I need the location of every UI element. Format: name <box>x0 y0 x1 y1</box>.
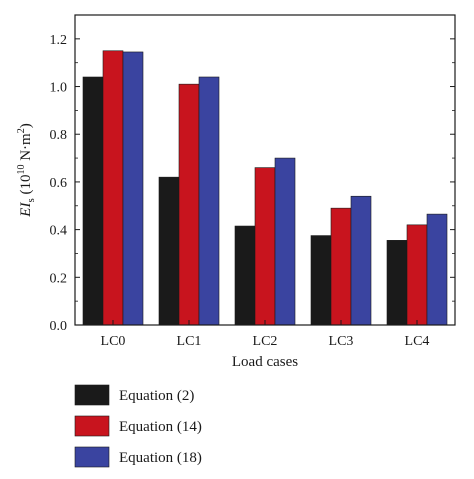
bar-lc2-series-2 <box>274 157 296 326</box>
legend-swatch-2 <box>74 446 110 468</box>
bar-lc1-series-1 <box>178 83 200 326</box>
y-tick-label: 0.6 <box>50 176 68 191</box>
y-tick-label: 0.0 <box>50 319 68 334</box>
legend-label-1: Equation (14) <box>119 419 202 435</box>
y-tick-label: 0.4 <box>50 224 68 239</box>
bar-lc3-series-2 <box>350 195 372 326</box>
x-tick-label: LC2 <box>253 334 278 349</box>
bar-lc0-series-2 <box>122 51 144 326</box>
y-label-unit-exp2: 2 <box>16 128 27 133</box>
bar-lc3-series-1 <box>330 207 352 326</box>
x-tick-label: LC0 <box>101 334 126 349</box>
x-tick-label: LC1 <box>177 334 202 349</box>
bar-lc2-series-0 <box>234 225 256 326</box>
y-tick-label: 0.8 <box>50 128 68 143</box>
bar-lc1-series-2 <box>198 76 220 326</box>
bar-lc2-series-1 <box>254 167 276 326</box>
y-tick-label: 0.2 <box>50 271 68 286</box>
x-tick-label: LC4 <box>405 334 430 349</box>
y-tick-label: 1.2 <box>50 33 68 48</box>
y-label-unit-mid: N·m <box>18 133 34 165</box>
y-tick-label: 1.0 <box>50 81 68 96</box>
x-axis: LC0 LC1 LC2 LC3 LC4 <box>101 320 430 349</box>
bar-lc3-series-0 <box>310 235 332 326</box>
bar-lc0-series-1 <box>102 50 124 326</box>
y-axis: 0.0 0.2 0.4 0.6 0.8 1.0 1.2 <box>50 14 455 334</box>
legend-swatch-0 <box>74 384 110 406</box>
bar-lc1-series-0 <box>158 176 180 326</box>
legend: Equation (2) Equation (14) Equation (18) <box>74 384 202 468</box>
bars-layer <box>82 50 448 326</box>
y-label-unit-open: (10 <box>18 175 34 199</box>
y-label-unit-exp: 10 <box>16 165 27 175</box>
y-axis-label: EIs (1010 N·m2) <box>16 123 37 217</box>
bar-lc4-series-2 <box>426 213 448 326</box>
legend-label-2: Equation (18) <box>119 450 202 466</box>
bar-lc4-series-0 <box>386 240 408 326</box>
legend-label-0: Equation (2) <box>119 388 194 404</box>
legend-swatch-1 <box>74 415 110 437</box>
y-label-unit-close: ) <box>18 123 34 128</box>
x-axis-label: Load cases <box>232 354 298 370</box>
y-label-main: EI <box>18 202 34 218</box>
bar-lc0-series-0 <box>82 76 104 326</box>
x-tick-label: LC3 <box>329 334 354 349</box>
bar-lc4-series-1 <box>406 224 428 326</box>
y-label-subscript: s <box>25 198 37 202</box>
